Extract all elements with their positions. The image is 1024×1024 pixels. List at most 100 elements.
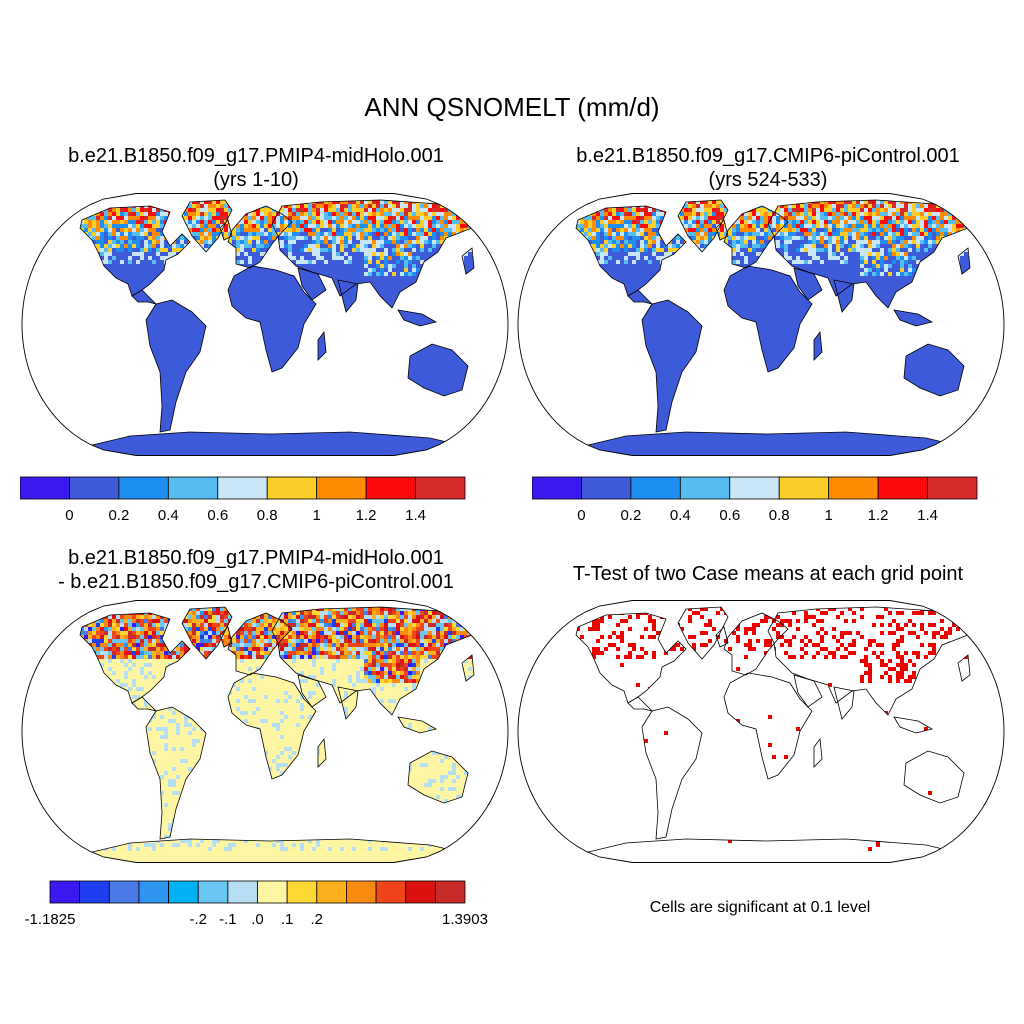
panel2-title: b.e21.B1850.f09_g17.CMIP6-piControl.001 … <box>528 144 1008 192</box>
panel1-title: b.e21.B1850.f09_g17.PMIP4-midHolo.001 (y… <box>16 144 496 192</box>
land-indonesia <box>398 717 436 733</box>
colorbar-swatch <box>266 476 318 500</box>
colorbar-swatch <box>227 880 258 904</box>
significance-note: Cells are significant at 0.1 level <box>649 899 871 916</box>
panel3-title-line1: b.e21.B1850.f09_g17.PMIP4-midHolo.001 <box>68 547 444 569</box>
panel3-title: b.e21.B1850.f09_g17.PMIP4-midHolo.001 - … <box>16 546 496 594</box>
coastlines <box>574 606 997 863</box>
colorbar-tick-label: 1.4 <box>917 507 938 524</box>
land-antarctica <box>576 432 976 456</box>
map-border <box>21 600 509 863</box>
land-australia <box>904 751 964 803</box>
colorbar-swatch <box>415 476 466 500</box>
colorbar-tick-label: -1.1825 <box>25 911 76 928</box>
colorbar-tick-label: 0 <box>65 507 73 524</box>
colorbar-swatch <box>316 880 347 904</box>
panel2-colorbar: 0 0.2 0.4 0.6 0.8 1 1.2 1.4 <box>532 476 978 524</box>
land-ca <box>132 290 156 304</box>
colorbar-swatch <box>168 880 199 904</box>
colorbar-swatch <box>118 476 169 500</box>
colorbar-swatch <box>365 476 416 500</box>
colorbar-swatch <box>679 476 731 500</box>
colorbar-swatch <box>375 880 407 904</box>
colorbar-tick-label: 0.6 <box>207 507 228 524</box>
land-india <box>338 280 358 312</box>
land-antarctica <box>80 432 480 456</box>
land-australia <box>408 344 468 396</box>
land-indonesia <box>894 310 932 326</box>
coastlines <box>78 606 501 863</box>
colorbar-swatch <box>138 880 169 904</box>
colorbar-swatch <box>729 476 780 500</box>
colorbar-tick-label: 0.4 <box>158 507 179 524</box>
picontrol-map <box>517 193 1005 456</box>
land-india <box>834 280 854 312</box>
land-madagascar <box>318 332 326 360</box>
colorbar-swatch <box>79 880 110 904</box>
colorbar-swatch <box>877 476 928 500</box>
land-africa <box>228 266 316 372</box>
colorbar-tick-label: 0.6 <box>719 507 740 524</box>
land-sa <box>146 707 206 839</box>
panel4-title: T-Test of two Case means at each grid po… <box>528 562 1008 586</box>
land-australia <box>904 344 964 396</box>
figure-title: ANN QSNOMELT (mm/d) <box>364 92 660 122</box>
panel1-title-line1: b.e21.B1850.f09_g17.PMIP4-midHolo.001 <box>68 145 444 167</box>
land-indonesia <box>398 310 436 326</box>
colorbar-swatch <box>316 476 367 500</box>
colorbar-tick-label: 1.3903 <box>442 911 488 928</box>
colorbar-swatch <box>20 476 70 500</box>
difference-map <box>21 600 509 863</box>
colorbar-swatch <box>257 880 288 904</box>
colorbar-tick-label: 1.4 <box>405 507 426 524</box>
colorbar-swatch <box>532 476 582 500</box>
midholo-map <box>21 193 509 456</box>
colorbar-swatch <box>167 476 219 500</box>
land-india <box>834 687 854 719</box>
land-madagascar <box>814 332 822 360</box>
land-indonesia <box>894 717 932 733</box>
colorbar-tick-label: -.2 <box>189 911 207 928</box>
colorbar-tick-label: 0 <box>577 507 585 524</box>
map-border <box>517 193 1005 456</box>
colorbar-swatch <box>581 476 632 500</box>
colorbar-swatch <box>927 476 978 500</box>
ttest-map <box>517 600 1005 863</box>
land-sa <box>642 300 702 432</box>
colorbar-tick-label: .1 <box>281 911 294 928</box>
land-sa <box>146 300 206 432</box>
colorbar-swatch <box>217 476 268 500</box>
land-madagascar <box>318 739 326 767</box>
colorbar-swatch <box>828 476 879 500</box>
colorbar-tick-label: 0.2 <box>620 507 641 524</box>
panel3-title-line2: - b.e21.B1850.f09_g17.CMIP6-piControl.00… <box>58 571 454 593</box>
colorbar-tick-label: .2 <box>311 911 324 928</box>
colorbar-swatch <box>434 880 466 904</box>
colorbar-tick-label: 1 <box>312 507 320 524</box>
colorbar-swatch <box>778 476 830 500</box>
land-ca <box>628 290 652 304</box>
colorbar-swatch <box>346 880 377 904</box>
colorbar-swatch <box>108 880 140 904</box>
land-india <box>338 687 358 719</box>
land-sa <box>642 707 702 839</box>
panel4-title-line1: T-Test of two Case means at each grid po… <box>572 563 964 585</box>
panel2-title-line2: (yrs 524-533) <box>708 169 828 191</box>
land-japan <box>958 655 970 681</box>
colorbar-tick-label: .0 <box>251 911 264 928</box>
map-border <box>517 600 1005 863</box>
panel1-title-line2: (yrs 1-10) <box>213 169 299 191</box>
land-africa <box>724 266 812 372</box>
colorbar-tick-label: 0.8 <box>769 507 790 524</box>
panel2-title-line1: b.e21.B1850.f09_g17.CMIP6-piControl.001 <box>576 145 960 167</box>
colorbar-swatch <box>630 476 681 500</box>
colorbar-tick-label: 0.4 <box>670 507 691 524</box>
colorbar-swatch <box>49 880 81 904</box>
colorbar-swatch <box>405 880 436 904</box>
colorbar-tick-label: 1.2 <box>868 507 889 524</box>
difference-colorbar: -1.1825 -.2 -.1 .0 .1 .2 1.3903 <box>25 880 488 928</box>
land-africa <box>724 673 812 779</box>
colorbar-tick-label: -.1 <box>219 911 237 928</box>
colorbar-tick-label: 0.2 <box>108 507 129 524</box>
colorbar-swatch <box>286 880 318 904</box>
